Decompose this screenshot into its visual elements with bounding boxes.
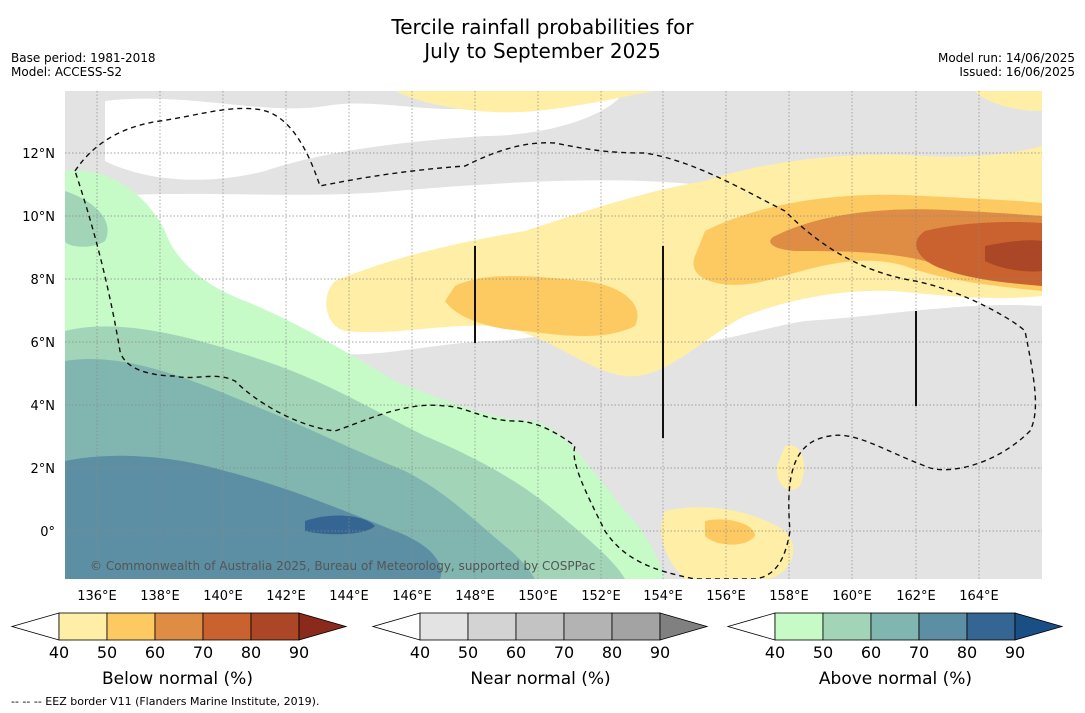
colorbar-swatch — [966, 612, 1016, 641]
colorbar-tick: 40 — [410, 643, 430, 662]
colorbar-tick: 80 — [957, 643, 977, 662]
colorbar-swatch — [154, 612, 204, 641]
colorbar-label-near: Near normal (%) — [470, 669, 611, 689]
colorbar-arrow-low — [371, 612, 421, 641]
colorbar-arrow-high — [659, 612, 709, 641]
lat-label: 4°N — [31, 399, 56, 414]
lon-label: 146°E — [392, 589, 432, 604]
colorbar-tick: 80 — [602, 643, 622, 662]
colorbar: 40 50 60 70 80 90 — [10, 612, 348, 662]
colorbar-tick: 90 — [1005, 643, 1025, 662]
graticule — [65, 91, 1042, 579]
eez-footnote: -- -- -- EEZ border V11 (Flanders Marine… — [11, 695, 320, 708]
eez-border — [74, 107, 1037, 579]
title-line-1: Tercile rainfall probabilities for — [391, 15, 694, 39]
colorbar-tick: 50 — [813, 643, 833, 662]
lon-label: 136°E — [77, 589, 117, 604]
lon-label: 156°E — [706, 589, 746, 604]
colorbar-tick: 50 — [97, 643, 117, 662]
colorbar-tick: 40 — [49, 643, 69, 662]
colorbar-tick: 40 — [765, 643, 785, 662]
lon-label: 140°E — [203, 589, 243, 604]
colorbar-swatch — [611, 612, 661, 641]
lon-label: 160°E — [832, 589, 872, 604]
title-line-2: July to September 2025 — [424, 39, 661, 63]
colorbar-label-above: Above normal (%) — [818, 669, 973, 689]
colorbar-label-below: Below normal (%) — [102, 669, 253, 689]
issued-date: Issued: 16/06/2025 — [959, 65, 1075, 79]
colorbar-tick: 80 — [241, 643, 261, 662]
lon-label: 142°E — [266, 589, 306, 604]
colorbar-tick: 70 — [909, 643, 929, 662]
colorbar-swatch — [515, 612, 565, 641]
colorbar-swatch — [106, 612, 156, 641]
copyright-credit: © Commonwealth of Australia 2025, Bureau… — [90, 559, 595, 573]
colorbar-arrow-high — [1014, 612, 1064, 641]
lon-label: 138°E — [140, 589, 180, 604]
above-normal-90 — [305, 515, 375, 535]
lat-label: 10°N — [22, 210, 55, 225]
colorbar-swatch — [774, 612, 824, 641]
colorbar-swatch — [563, 612, 613, 641]
lon-label: 150°E — [518, 589, 558, 604]
colorbar-swatch — [250, 612, 300, 641]
rainfall-probability-map: © Commonwealth of Australia 2025, Bureau… — [65, 91, 1042, 579]
colorbar: 40 50 60 70 80 90 — [726, 612, 1064, 662]
below-normal-80 — [916, 221, 1042, 286]
colorbar-tick: 90 — [289, 643, 309, 662]
lon-label: 162°E — [896, 589, 936, 604]
below-normal-90 — [985, 240, 1042, 272]
colorbar-arrow-low — [726, 612, 776, 641]
base-period: Base period: 1981-2018 — [11, 51, 156, 65]
lon-label: 154°E — [643, 589, 683, 604]
colorbar-arrow-high — [298, 612, 348, 641]
below-normal-60 — [445, 276, 638, 336]
colorbar-swatch — [58, 612, 108, 641]
lat-label: 12°N — [22, 147, 55, 162]
above-normal-80 — [65, 455, 442, 579]
colorbar-tick: 60 — [506, 643, 526, 662]
colorbar-tick: 50 — [458, 643, 478, 662]
lon-label: 144°E — [329, 589, 369, 604]
colorbar-swatch — [822, 612, 872, 641]
colorbar-tick: 90 — [650, 643, 670, 662]
lat-label: 2°N — [31, 462, 56, 477]
lon-label: 152°E — [581, 589, 621, 604]
colorbar-tick: 70 — [554, 643, 574, 662]
colorbar-tick: 60 — [145, 643, 165, 662]
colorbar-arrow-low — [10, 612, 60, 641]
colorbar-swatch — [202, 612, 252, 641]
colorbar-swatch — [870, 612, 920, 641]
lon-label: 148°E — [455, 589, 495, 604]
model-name: Model: ACCESS-S2 — [11, 65, 123, 79]
colorbar-swatch — [918, 612, 968, 641]
lat-label: 0° — [40, 525, 55, 540]
colorbar-tick: 70 — [193, 643, 213, 662]
model-run: Model run: 14/06/2025 — [937, 51, 1075, 65]
lat-label: 8°N — [31, 273, 56, 288]
colorbar-tick: 60 — [861, 643, 881, 662]
lon-label: 158°E — [769, 589, 809, 604]
colorbars: 40 50 60 70 80 90 40 50 60 70 80 90 40 50 60 70 80 90 — [10, 612, 1064, 662]
colorbar: 40 50 60 70 80 90 — [371, 612, 709, 662]
colorbar-swatch — [467, 612, 517, 641]
lon-label: 164°E — [959, 589, 999, 604]
lat-label: 6°N — [31, 336, 56, 351]
colorbar-swatch — [419, 612, 469, 641]
